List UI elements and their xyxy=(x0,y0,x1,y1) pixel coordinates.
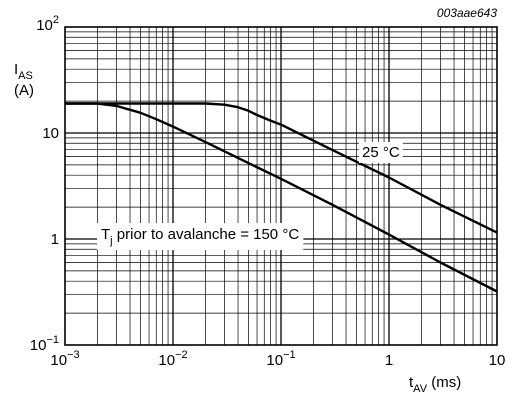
annotation-150c-rest: prior to avalanche = 150 °C xyxy=(113,226,300,243)
y-tick-label-exp: 2 xyxy=(53,14,59,26)
x-tick-label-exp: −1 xyxy=(283,349,296,361)
x-tick-label-exp: −3 xyxy=(67,349,80,361)
y-tick-label: 1 xyxy=(51,231,59,248)
figure-code: 003aae643 xyxy=(437,6,497,20)
y-tick-label-base: 10 xyxy=(36,17,53,34)
y-axis-label-main: I xyxy=(14,61,18,78)
x-axis-label: tAV (ms) xyxy=(409,374,461,395)
y-axis-label-sub: AS xyxy=(18,70,33,82)
series-layer xyxy=(65,102,498,293)
y-axis-unit: (A) xyxy=(14,82,34,99)
y-tick-label: 10−1 xyxy=(30,334,59,354)
annotation-25c: 25 °C xyxy=(359,142,403,163)
x-tick-label: 10 xyxy=(489,352,506,369)
series-150c-curve xyxy=(65,102,498,293)
x-tick-label: 10−3 xyxy=(50,349,79,369)
x-axis-label-unit: (ms) xyxy=(427,374,461,391)
x-axis-label-sub: AV xyxy=(413,383,428,395)
x-tick-label: 10−2 xyxy=(158,349,187,369)
x-tick-label: 10−1 xyxy=(266,349,295,369)
annotation-150c-text: Tj prior to avalanche = 150 °C xyxy=(101,226,299,247)
x-axis-label-main: t xyxy=(409,374,414,391)
x-tick-label-base: 10 xyxy=(50,352,67,369)
x-tick-label-base: 10 xyxy=(158,352,175,369)
annotation-25c-text: 25 °C xyxy=(362,144,400,161)
x-tick-label: 1 xyxy=(385,352,393,369)
y-tick-label: 102 xyxy=(36,14,59,34)
annotation-150c-main: T xyxy=(101,226,110,243)
plot-frame xyxy=(64,26,498,346)
y-axis-label: IAS xyxy=(14,61,33,82)
annotation-25c-bg xyxy=(359,142,403,163)
y-tick-label-exp: −1 xyxy=(46,334,59,346)
series-25c-curve xyxy=(65,102,498,234)
annotation-150c: Tj prior to avalanche = 150 °C xyxy=(97,223,304,250)
x-tick-label-base: 10 xyxy=(266,352,283,369)
y-tick-label: 10 xyxy=(42,125,59,142)
x-tick-label-exp: −2 xyxy=(175,349,188,361)
annotation-150c-sub: j xyxy=(109,235,112,247)
y-tick-label-base: 10 xyxy=(30,337,47,354)
annotation-150c-bg xyxy=(97,223,304,250)
